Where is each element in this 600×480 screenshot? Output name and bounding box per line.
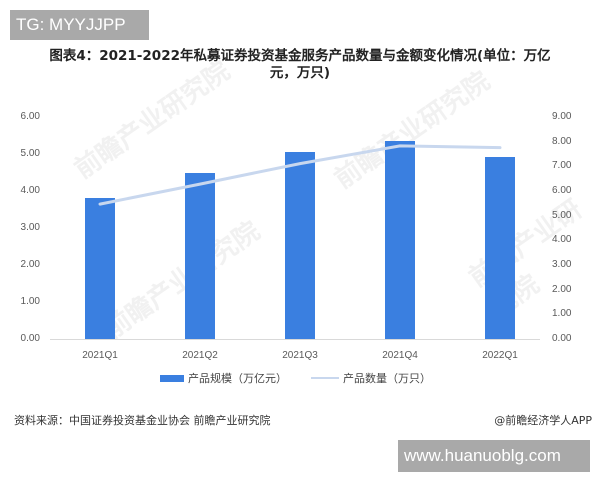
right-axis-tick: 6.00 — [552, 185, 572, 196]
left-axis-tick: 1.00 — [20, 296, 40, 307]
right-axis-tick: 3.00 — [552, 259, 572, 270]
chart-title: 图表4：2021-2022年私募证券投资基金服务产品数量与金额变化情况(单位：万… — [20, 48, 580, 82]
right-axis-tick: 9.00 — [552, 111, 572, 122]
left-axis-tick: 6.00 — [20, 111, 40, 122]
x-axis-tick: 2021Q3 — [282, 350, 318, 361]
legend-bar-swatch — [160, 374, 184, 382]
bar-2021Q4 — [385, 140, 415, 339]
bar-2022Q1 — [485, 157, 515, 339]
left-axis-tick: 4.00 — [20, 185, 40, 196]
right-axis-tick: 8.00 — [552, 135, 572, 147]
legend-bar-label: 产品规模（万亿元） — [188, 372, 287, 385]
right-axis-tick: 2.00 — [552, 283, 572, 295]
x-axis-tick: 2021Q4 — [382, 350, 418, 361]
x-axis-tick: 2021Q2 — [182, 350, 218, 361]
chart-title-line2: 元，万只) — [269, 65, 331, 81]
x-axis-tick: 2022Q1 — [482, 350, 518, 361]
tg-watermark-label: TG: MYYJJPP — [10, 10, 149, 40]
right-axis-tick: 5.00 — [552, 209, 572, 221]
x-axis-tick: 2021Q1 — [82, 350, 118, 361]
chart-legend: 产品规模（万亿元） 产品数量（万只） — [160, 370, 431, 386]
credit-note: @前瞻经济学人APP — [494, 414, 592, 427]
legend-line-label: 产品数量（万只） — [343, 372, 431, 385]
right-axis-tick: 7.00 — [552, 160, 572, 172]
left-axis-tick: 0.00 — [20, 333, 40, 344]
left-axis-tick: 5.00 — [20, 148, 40, 159]
x-axis-line — [50, 339, 540, 340]
bar-2021Q3 — [285, 151, 315, 339]
bar-2021Q1 — [85, 197, 115, 339]
right-axis-tick: 1.00 — [552, 308, 572, 320]
left-axis-tick: 2.00 — [20, 259, 40, 270]
left-axis-tick: 3.00 — [20, 222, 40, 233]
site-watermark-label: www.huanuoblg.com — [398, 440, 590, 472]
legend-line-swatch — [311, 377, 339, 379]
bar-2021Q2 — [185, 173, 215, 339]
right-axis-tick: 0.00 — [552, 333, 572, 344]
chart-title-line1: 图表4：2021-2022年私募证券投资基金服务产品数量与金额变化情况(单位：万… — [49, 48, 551, 64]
right-axis-tick: 4.00 — [552, 234, 572, 246]
source-note: 资料来源：中国证券投资基金业协会 前瞻产业研究院 — [14, 414, 271, 427]
